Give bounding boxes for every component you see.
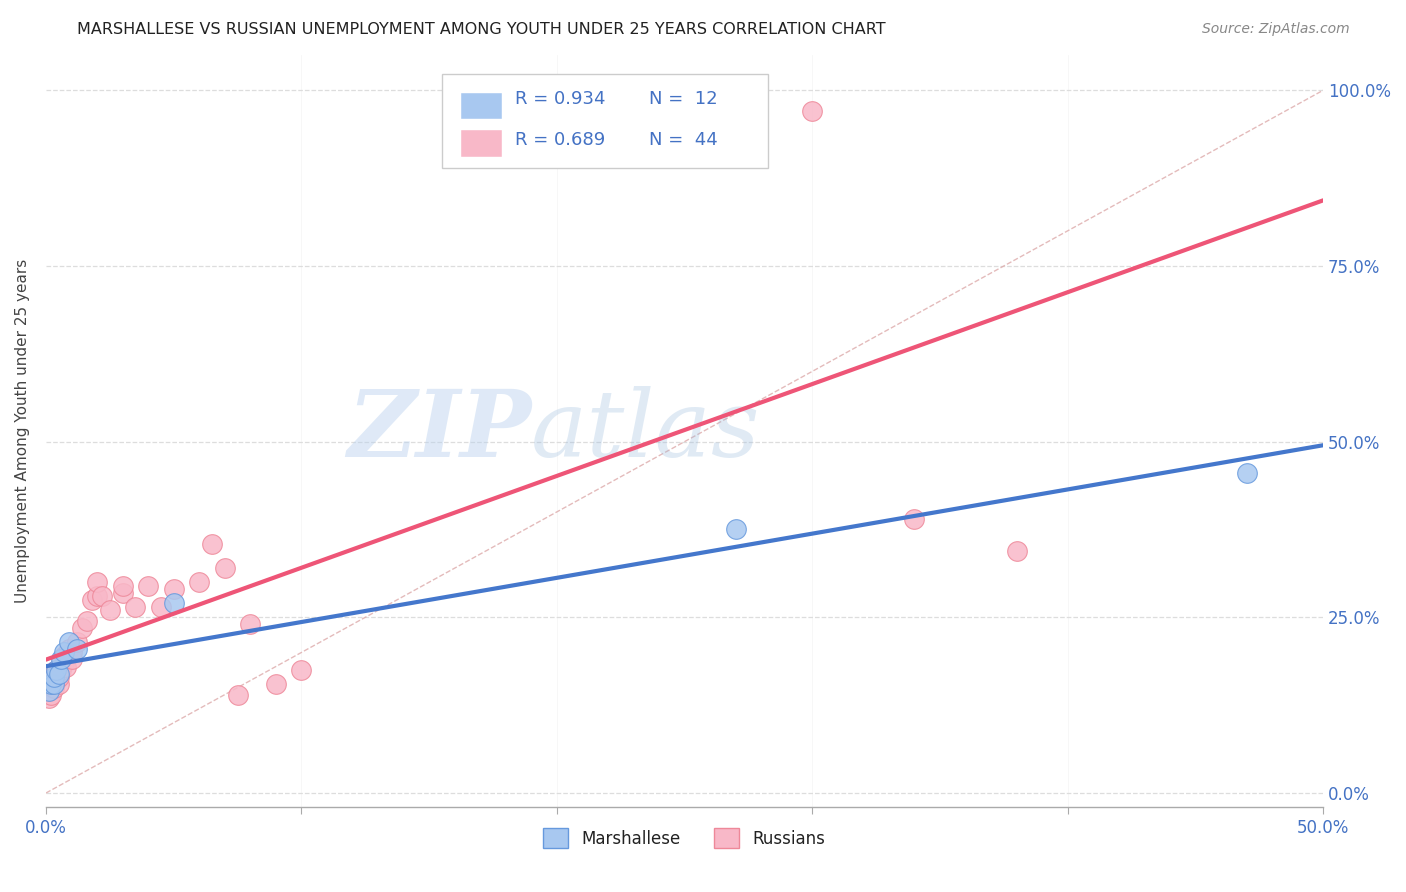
Point bbox=[42, 670, 65, 684]
Point bbox=[201, 536, 224, 550]
Point bbox=[1236, 467, 1258, 481]
Legend: Marshallese, Russians: Marshallese, Russians bbox=[537, 822, 832, 855]
Point bbox=[38, 691, 60, 706]
Point bbox=[52, 648, 75, 663]
Point bbox=[149, 599, 172, 614]
Point bbox=[51, 663, 73, 677]
Text: R = 0.689: R = 0.689 bbox=[515, 131, 605, 149]
Text: ZIP: ZIP bbox=[347, 386, 531, 476]
Point bbox=[80, 592, 103, 607]
Point bbox=[58, 642, 80, 657]
Text: N =  44: N = 44 bbox=[648, 131, 717, 149]
Point bbox=[58, 635, 80, 649]
Point bbox=[65, 642, 87, 657]
Point bbox=[290, 663, 312, 677]
Point bbox=[163, 582, 186, 597]
Point bbox=[65, 635, 87, 649]
Point bbox=[76, 614, 98, 628]
Point bbox=[724, 104, 747, 119]
Point bbox=[52, 645, 75, 659]
Point bbox=[60, 652, 83, 666]
FancyBboxPatch shape bbox=[461, 93, 502, 119]
Text: N =  12: N = 12 bbox=[648, 90, 717, 108]
Point bbox=[239, 617, 262, 632]
Point bbox=[226, 688, 249, 702]
Point bbox=[51, 656, 73, 670]
Point bbox=[60, 645, 83, 659]
Point bbox=[86, 589, 108, 603]
Point bbox=[91, 589, 114, 603]
Point bbox=[39, 688, 62, 702]
Point bbox=[51, 652, 73, 666]
Point bbox=[45, 663, 67, 677]
Text: Source: ZipAtlas.com: Source: ZipAtlas.com bbox=[1202, 22, 1350, 37]
Point bbox=[42, 677, 65, 691]
Point bbox=[39, 677, 62, 691]
Point bbox=[188, 575, 211, 590]
Point bbox=[86, 575, 108, 590]
Point bbox=[214, 561, 236, 575]
Point bbox=[38, 684, 60, 698]
Point bbox=[52, 656, 75, 670]
Point bbox=[98, 603, 121, 617]
Point bbox=[55, 659, 77, 673]
Text: R = 0.934: R = 0.934 bbox=[515, 90, 605, 108]
Point bbox=[48, 666, 70, 681]
Text: MARSHALLESE VS RUSSIAN UNEMPLOYMENT AMONG YOUTH UNDER 25 YEARS CORRELATION CHART: MARSHALLESE VS RUSSIAN UNEMPLOYMENT AMON… bbox=[77, 22, 886, 37]
Point bbox=[1005, 543, 1028, 558]
Point bbox=[45, 663, 67, 677]
Point bbox=[124, 599, 146, 614]
Point bbox=[136, 579, 159, 593]
Y-axis label: Unemployment Among Youth under 25 years: Unemployment Among Youth under 25 years bbox=[15, 259, 30, 603]
Point bbox=[70, 621, 93, 635]
Point bbox=[903, 512, 925, 526]
Point bbox=[111, 579, 134, 593]
Point bbox=[39, 677, 62, 691]
Point bbox=[801, 104, 824, 119]
FancyBboxPatch shape bbox=[441, 74, 768, 168]
Point bbox=[48, 677, 70, 691]
FancyBboxPatch shape bbox=[461, 130, 502, 157]
Point bbox=[42, 681, 65, 695]
Point bbox=[264, 677, 287, 691]
Point bbox=[724, 523, 747, 537]
Point bbox=[38, 684, 60, 698]
Point bbox=[111, 585, 134, 599]
Point bbox=[48, 670, 70, 684]
Point bbox=[39, 670, 62, 684]
Point bbox=[45, 673, 67, 688]
Point bbox=[163, 596, 186, 610]
Point bbox=[42, 677, 65, 691]
Text: atlas: atlas bbox=[531, 386, 761, 476]
